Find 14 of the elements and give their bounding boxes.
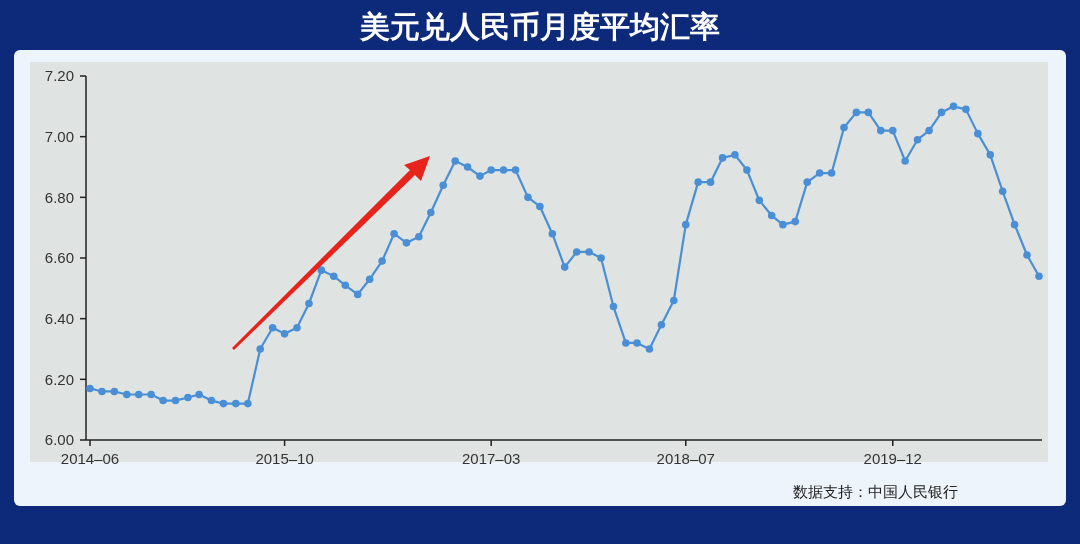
y-tick-label: 7.20 xyxy=(44,67,74,85)
x-tick-label: 2019–12 xyxy=(863,450,922,467)
text: 数据支持：中国人民银行 xyxy=(793,483,958,500)
chart-title: 美元兑人民币月度平均汇率 xyxy=(359,10,720,43)
y-tick-label: 6.00 xyxy=(44,431,74,449)
y-tick-label: 7.00 xyxy=(44,127,74,145)
x-tick-label: 2018–07 xyxy=(656,450,715,467)
x-tick-label: 2014–06 xyxy=(60,450,120,467)
y-tick-label: 6.20 xyxy=(44,370,74,388)
y-tick-label: 6.60 xyxy=(44,249,74,267)
x-tick-label: 2017–03 xyxy=(461,450,521,467)
x-tick-label: 2015–10 xyxy=(255,450,314,467)
y-tick-label: 6.40 xyxy=(44,309,74,327)
y-tick-label: 6.80 xyxy=(44,188,74,206)
